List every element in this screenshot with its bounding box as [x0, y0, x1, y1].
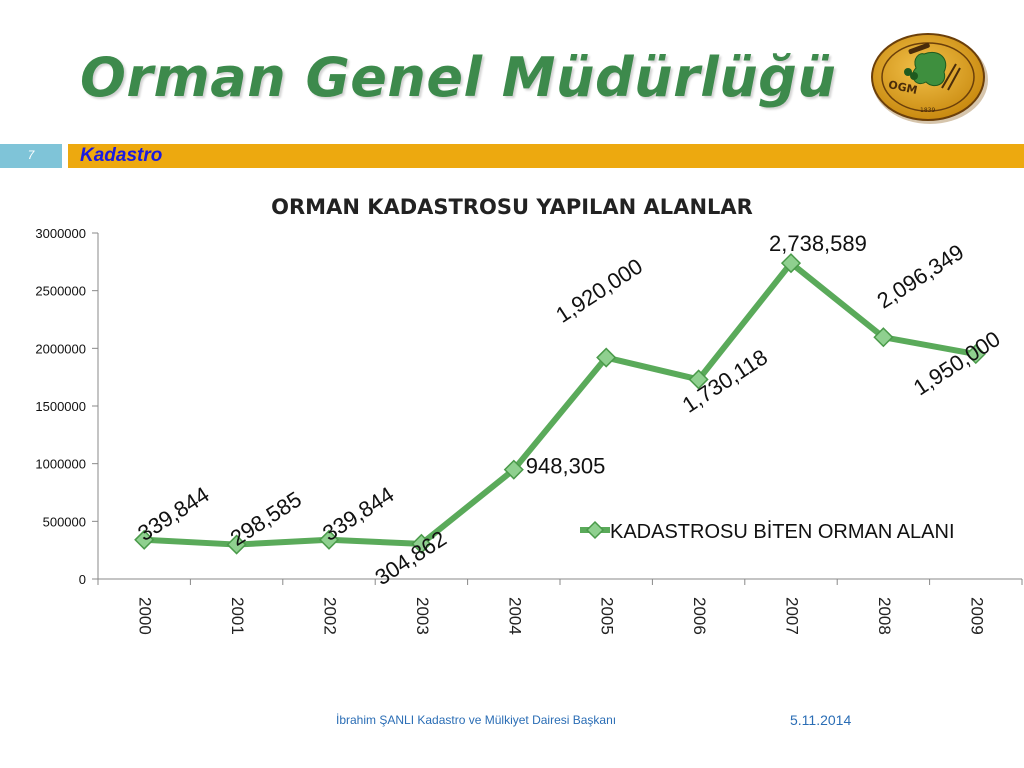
data-point-marker	[780, 253, 802, 274]
y-tick-label: 1000000	[35, 457, 86, 472]
footer-author: İbrahim ŞANLI Kadastro ve Mülkiyet Daire…	[336, 713, 617, 727]
data-point-marker	[226, 534, 247, 555]
ogm-logo: OGM 1839	[871, 33, 988, 124]
data-point-marker	[688, 369, 709, 390]
data-point-marker	[965, 344, 986, 365]
forestry-emblem-icon	[904, 42, 961, 91]
x-tick-label: 2006	[690, 597, 709, 635]
x-tick-label: 2002	[321, 597, 340, 635]
x-tick-label: 2007	[783, 597, 802, 635]
y-tick-label: 2000000	[35, 341, 86, 356]
data-label: 339,844	[133, 482, 213, 546]
x-tick-label: 2005	[598, 597, 617, 635]
data-label: 1,920,000	[551, 253, 647, 327]
x-axis-ticks: 2000 2001 2002 2003 2004 2005 2006 2007 2008 2009	[136, 597, 987, 635]
legend-label: KADASTROSU BİTEN ORMAN ALANI	[610, 520, 955, 543]
x-tick-label: 2003	[413, 597, 432, 635]
data-label: 2,738,589	[769, 231, 867, 256]
section-bar: Kadastro	[68, 144, 1024, 168]
footer-date: 5.11.2014	[790, 712, 852, 728]
x-tick-label: 2001	[228, 597, 247, 635]
data-label: 339,844	[318, 482, 398, 546]
y-tick-label: 3000000	[35, 226, 86, 241]
data-label: 948,305	[526, 454, 606, 479]
data-point-marker	[503, 459, 524, 480]
data-point-marker	[134, 529, 155, 550]
logo-text: OGM	[887, 78, 918, 97]
slide-title: Orman Genel Müdürlüğü	[80, 46, 837, 109]
x-tick-label: 2008	[875, 597, 894, 635]
line-chart: ORMAN KADASTROSU YAPILAN ALANLAR 0 500000…	[35, 195, 1023, 635]
y-tick-label: 0	[79, 572, 86, 587]
x-tick-label: 2009	[967, 597, 986, 635]
y-tick-label: 2500000	[35, 284, 86, 299]
legend-marker	[585, 520, 605, 540]
data-label: 1,950,000	[909, 326, 1005, 400]
data-point-marker	[596, 347, 617, 368]
x-tick-label: 2004	[505, 597, 524, 635]
section-title: Kadastro	[80, 145, 163, 166]
data-label: 2,096,349	[873, 239, 969, 313]
y-tick-label: 1500000	[35, 399, 86, 414]
chart-legend: KADASTROSU BİTEN ORMAN ALANI	[580, 520, 955, 543]
data-point-marker	[873, 327, 894, 348]
series-group	[144, 260, 977, 548]
x-tick-label: 2000	[136, 597, 155, 635]
data-point-marker	[318, 529, 340, 550]
y-tick-label: 500000	[43, 514, 86, 529]
marker-group	[134, 253, 986, 555]
logo-year: 1839	[920, 107, 935, 114]
chart-title: ORMAN KADASTROSU YAPILAN ALANLAR	[271, 195, 753, 219]
y-axis-ticks: 0 500000 1000000 1500000 2000000 2500000 30000…	[35, 226, 98, 587]
slide-number: 7	[0, 144, 62, 168]
series-line	[144, 260, 977, 548]
data-label: 304,862	[371, 526, 451, 590]
data-point-marker	[411, 533, 432, 554]
